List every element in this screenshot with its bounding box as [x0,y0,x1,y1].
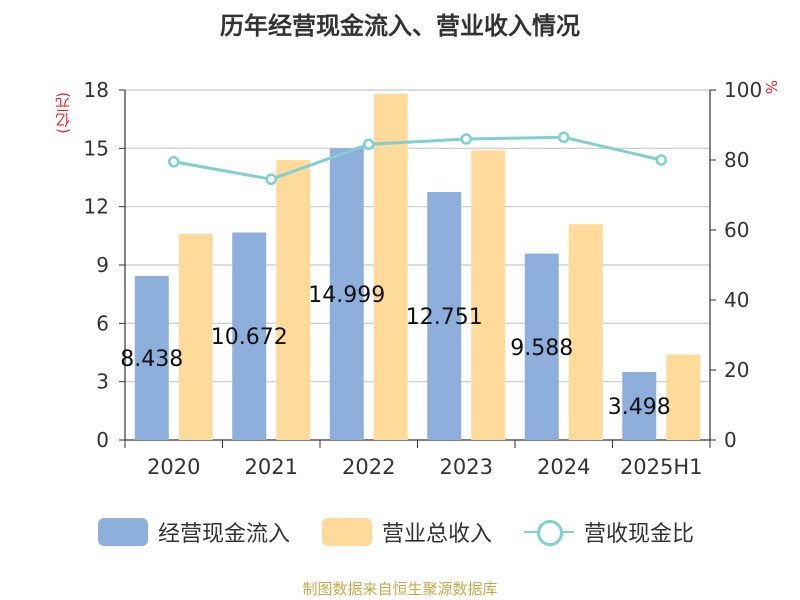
legend-label-revenue: 营业总收入 [382,522,493,547]
bar-cash-inflow [232,232,267,440]
ratio-line [173,135,662,181]
ratio-point [265,173,277,185]
right-tick-label: 80 [724,148,749,172]
ratio-point [558,131,570,143]
bar-revenue [276,160,311,440]
source-note: 制图数据来自恒生聚源数据库 [302,580,498,598]
x-tick-label: 2020 [147,455,200,479]
right-tick-label: 20 [724,358,749,382]
left-tick-label: 18 [84,78,109,102]
legend-swatch-ratio [524,518,574,546]
x-tick-label: 2022 [342,455,395,479]
right-tick-label: 40 [724,288,749,312]
bar-cash-inflow [134,275,169,440]
data-label-cash-inflow: 3.498 [608,395,671,420]
bar-cash-inflow [622,371,657,440]
left-tick-label: 12 [84,195,109,219]
bar-cash-inflow [427,192,462,440]
data-label-cash-inflow: 9.588 [510,336,573,361]
bar-revenue [178,233,213,440]
bar-revenue [373,93,408,440]
legend-label-ratio: 营收现金比 [584,522,695,547]
x-tick-label: 2025H1 [620,455,703,479]
x-tick-label: 2024 [537,455,590,479]
left-tick-label: 0 [96,428,109,452]
chart-title: 历年经营现金流入、营业收入情况 [220,12,580,40]
ratio-point [363,138,375,150]
ratio-point [655,154,667,166]
left-tick-label: 3 [96,370,109,394]
legend-swatch-revenue [322,518,372,546]
legend-item-cash-inflow[interactable]: 经营现金流入 [98,516,290,548]
legend: 经营现金流入 营业总收入 营收现金比 [0,516,800,556]
right-tick-label: 60 [724,218,749,242]
data-label-cash-inflow: 10.672 [211,325,288,350]
legend-item-ratio[interactable]: 营收现金比 [524,516,694,548]
bar-revenue [471,150,506,440]
x-tick-label: 2023 [440,455,493,479]
right-tick-label: 100 [724,78,762,102]
ratio-point [168,156,180,168]
bar-cash-inflow [329,148,364,440]
x-tick-label: 2021 [245,455,298,479]
left-tick-label: 6 [96,311,109,335]
data-label-cash-inflow: 12.751 [406,305,483,330]
bar-cash-inflow [524,253,559,440]
ratio-point [460,133,472,145]
data-label-cash-inflow: 14.999 [308,283,385,308]
data-label-cash-inflow: 8.438 [120,347,183,372]
bar-revenue [666,354,701,440]
bar-revenue [568,224,603,440]
left-tick-label: 15 [84,136,109,160]
legend-label-cash-inflow: 经营现金流入 [158,522,291,547]
legend-swatch-cash-inflow [98,518,148,546]
legend-item-revenue[interactable]: 营业总收入 [322,516,492,548]
left-tick-label: 9 [96,253,109,277]
right-tick-label: 0 [724,428,737,452]
